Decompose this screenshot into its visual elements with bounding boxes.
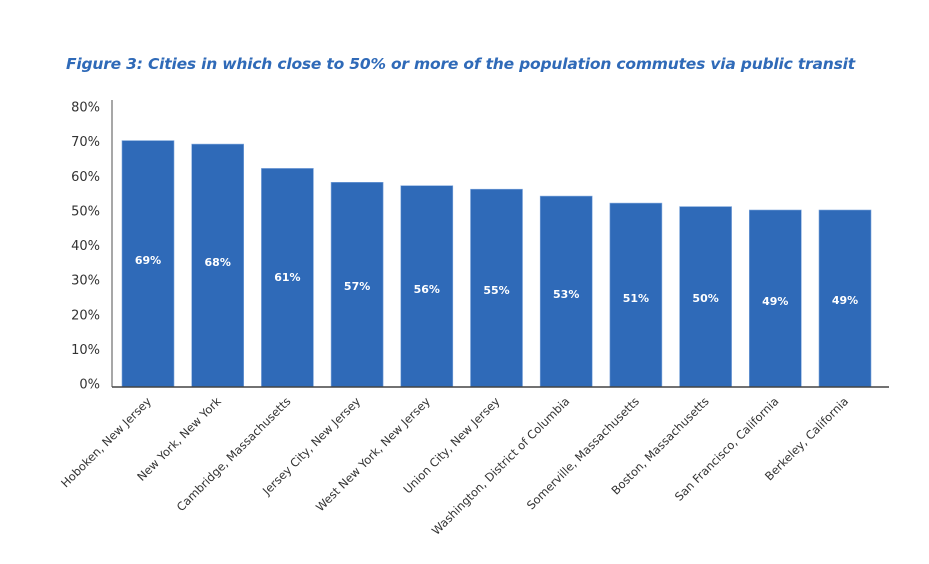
y-tick-label: 10%: [71, 343, 100, 358]
data-label: 61%: [274, 271, 300, 284]
y-tick-label: 20%: [71, 308, 100, 323]
data-label: 49%: [832, 294, 858, 307]
bar: [470, 188, 523, 388]
data-label: 51%: [623, 292, 649, 305]
x-category-label: Somerville, Massachusetts: [524, 394, 642, 512]
y-axis-ticks: 0% 10% 20% 30% 40% 50% 60% 70% 80%: [71, 101, 100, 393]
x-category-label: Cambridge, Massachusetts: [174, 394, 294, 514]
y-tick-label: 30%: [71, 274, 100, 289]
bar: [400, 185, 454, 388]
x-category-label: Washington, District of Columbia: [429, 394, 572, 537]
bar: [261, 168, 314, 388]
y-tick-label: 60%: [71, 170, 100, 185]
y-tick-label: 70%: [71, 135, 100, 150]
bar: [121, 140, 175, 388]
data-label: 55%: [483, 284, 509, 297]
y-tick-label: 0%: [79, 378, 100, 393]
bar: [330, 182, 384, 388]
bar: [679, 206, 732, 388]
y-tick-label: 50%: [71, 204, 100, 219]
bar: [818, 209, 872, 388]
y-tick-label: 80%: [71, 101, 100, 116]
data-label: 53%: [553, 288, 579, 301]
data-labels: 69% 68% 61% 57% 56% 55% 53% 51% 50% 49% 49%: [135, 254, 858, 308]
x-category-label: West New York, New Jersey: [313, 394, 433, 514]
data-label: 68%: [205, 256, 231, 269]
y-tick-label: 40%: [71, 239, 100, 254]
bars: [121, 140, 872, 388]
chart-title: Figure 3: Cities in which close to 50% o…: [66, 55, 855, 73]
bar: [609, 202, 663, 388]
data-label: 49%: [762, 295, 788, 308]
data-label: 69%: [135, 254, 161, 267]
data-label: 50%: [692, 292, 718, 305]
bar: [539, 195, 593, 388]
data-label: 57%: [344, 280, 370, 293]
data-label: 56%: [414, 283, 440, 296]
